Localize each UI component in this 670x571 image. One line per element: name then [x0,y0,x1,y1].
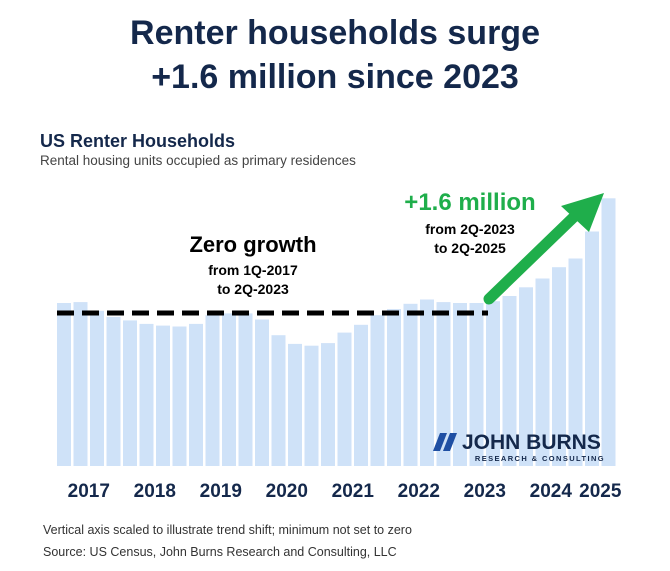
zero-growth-to: to 2Q-2023 [217,281,289,297]
bar-2022Q1 [387,309,401,466]
bar-2023Q4 [502,296,517,466]
bar-2020Q4 [304,345,319,466]
bar-2018Q2 [139,323,154,466]
x-tick-label-2022: 2022 [398,481,440,502]
bar-2019Q4 [238,313,253,466]
zero-growth-from: from 1Q-2017 [208,262,298,278]
bar-2023Q2 [469,303,484,466]
x-tick-label-2024: 2024 [530,481,573,502]
bar-2021Q4 [370,315,385,466]
x-tick-label-2018: 2018 [134,481,176,502]
bar-2021Q2 [337,332,352,466]
john-burns-logo: JOHN BURNS RESEARCH & CONSULTING [433,431,605,463]
bar-2017Q4 [106,316,121,466]
growth-to: to 2Q-2025 [434,240,506,256]
bar-group [57,198,616,467]
growth-arrow-icon [483,193,604,305]
bar-2020Q3 [288,343,302,466]
headline-line-1: Renter households surge [130,14,540,52]
footnote-source: Source: US Census, John Burns Research a… [43,545,397,559]
bar-2021Q1 [321,343,335,466]
bar-2022Q3 [420,299,434,466]
bar-2019Q2 [205,315,220,466]
bar-2020Q2 [271,335,286,466]
bar-2024Q4 [568,258,583,466]
chart-subtitle: Rental housing units occupied as primary… [40,153,356,168]
john-burns-logo-icon [433,433,457,451]
bar-2017Q3 [90,310,104,466]
bar-2023Q1 [453,303,467,466]
bar-2023Q3 [486,301,500,466]
growth-label: +1.6 million [404,189,535,216]
x-tick-label-2020: 2020 [266,481,308,502]
growth-from: from 2Q-2023 [425,221,515,237]
headline-line-2: +1.6 million since 2023 [151,58,519,96]
bar-2017Q1 [57,303,71,466]
bar-2017Q2 [73,302,88,466]
bar-2022Q4 [436,302,451,466]
zero-growth-label: Zero growth [189,232,316,257]
bar-2018Q4 [172,326,187,466]
bar-2020Q1 [255,319,269,466]
x-tick-label-2017: 2017 [68,481,110,502]
bar-2024Q3 [552,267,566,466]
bar-2018Q3 [156,325,170,466]
x-axis-tick-labels: 2017 2018 2019 2020 2021 2022 2023 2024 2025 [68,481,622,502]
bar-2024Q2 [535,278,550,466]
bar-2019Q1 [189,323,203,466]
x-tick-label-2025: 2025 [579,481,622,502]
bar-2018Q1 [123,320,137,466]
chart-title: US Renter Households [40,131,236,151]
logo-tagline: RESEARCH & CONSULTING [475,454,605,463]
bar-2025Q1 [585,231,599,466]
bar-2022Q2 [403,303,418,466]
x-tick-label-2021: 2021 [332,481,375,502]
x-tick-label-2023: 2023 [464,481,506,502]
x-tick-label-2019: 2019 [200,481,242,502]
bar-2019Q3 [222,313,236,466]
bar-2021Q3 [354,324,368,466]
renter-households-chart: Zero growth from 1Q-2017 to 2Q-2023 +1.6… [57,189,622,502]
bar-2024Q1 [519,287,533,466]
bar-2025Q2 [601,198,616,467]
footnote-axis-scale: Vertical axis scaled to illustrate trend… [43,523,412,537]
logo-name: JOHN BURNS [462,431,601,454]
